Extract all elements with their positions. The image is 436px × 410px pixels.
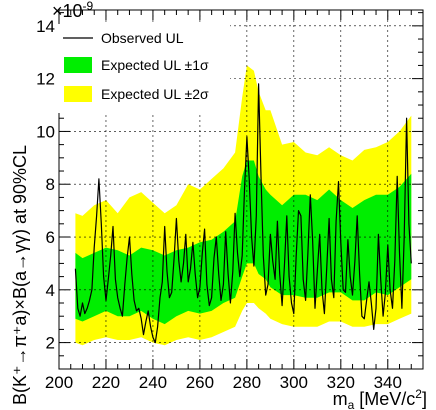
x-tick-label: 280 xyxy=(233,373,261,392)
legend-band2-label: Expected UL ±2σ xyxy=(101,86,209,102)
legend-band1-swatch xyxy=(64,57,92,73)
x-tick-label: 320 xyxy=(327,373,355,392)
tick-labels: 200 220 240 260 280 300 320 340 2 4 6 8 10 12 14 xyxy=(36,17,402,392)
legend-band2-swatch xyxy=(64,86,92,102)
legend-observed-label: Observed UL xyxy=(101,30,184,46)
legend-band1-label: Expected UL ±1σ xyxy=(101,57,209,73)
x-tick-label: 200 xyxy=(45,373,73,392)
y-tick-label: 10 xyxy=(36,122,55,141)
y-tick-label: 4 xyxy=(46,281,55,300)
y-exponent: ×10-9 xyxy=(52,0,94,21)
x-tick-label: 340 xyxy=(374,373,402,392)
y-tick-label: 14 xyxy=(36,17,55,36)
legend: Observed UL Expected UL ±1σ Expected UL … xyxy=(57,24,230,113)
y-tick-label: 6 xyxy=(46,228,55,247)
x-axis-title: ma [MeV/c2] xyxy=(333,387,427,410)
x-tick-label: 240 xyxy=(139,373,167,392)
x-tick-label: 260 xyxy=(186,373,214,392)
y-axis-title: B(K⁺→π⁺a)×B(a→γγ) at 90%CL xyxy=(10,145,30,405)
band-1sigma xyxy=(75,160,412,325)
x-tick-label: 300 xyxy=(280,373,308,392)
plot-frame xyxy=(58,9,424,370)
x-tick-label: 220 xyxy=(92,373,120,392)
y-tick-label: 2 xyxy=(46,334,55,353)
observed-line xyxy=(74,83,412,344)
y-exponent-base: ×10-9 xyxy=(52,0,94,21)
y-tick-label: 8 xyxy=(46,175,55,194)
y-tick-label: 12 xyxy=(36,70,55,89)
